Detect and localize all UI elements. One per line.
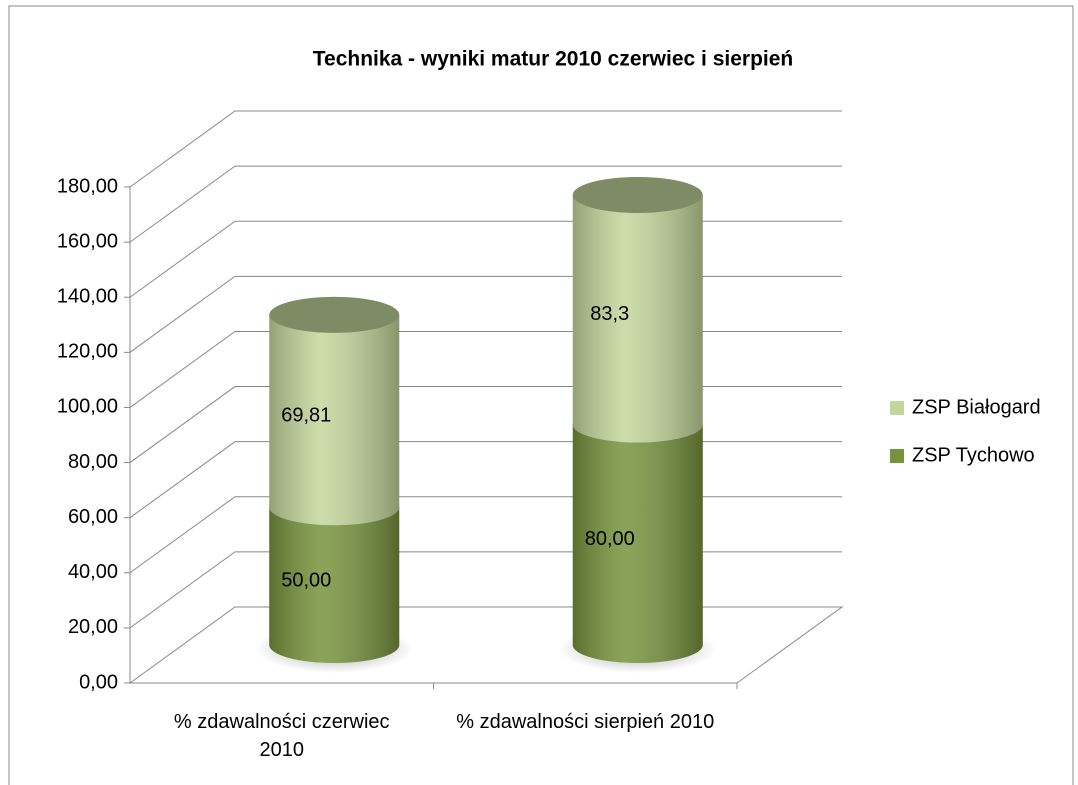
grid-line — [129, 110, 842, 188]
data-label: 83,3 — [590, 303, 629, 325]
y-tick-label: 140,00 — [57, 286, 118, 308]
y-tick-label: 40,00 — [68, 561, 118, 583]
bar-shading — [269, 296, 400, 526]
data-label: 50,00 — [281, 569, 331, 591]
bar-cap-shade — [572, 177, 703, 214]
legend-swatch — [890, 449, 904, 463]
grid-line — [129, 551, 842, 629]
y-tick-label: 0,00 — [79, 671, 118, 693]
grid-line — [129, 330, 842, 408]
y-tick-label: 120,00 — [57, 341, 118, 363]
grid-line — [129, 386, 842, 463]
bar-shading — [269, 489, 400, 663]
data-label: 80,00 — [585, 528, 635, 550]
data-label: 69,81 — [281, 404, 331, 426]
floor — [129, 606, 844, 684]
grid-line — [129, 275, 842, 353]
legend-label: ZSP Tychowo — [912, 444, 1035, 466]
grid-line — [129, 220, 842, 298]
y-tick-label: 80,00 — [68, 451, 118, 473]
x-tick-label: % zdawalności czerwiec 2010 — [173, 711, 390, 761]
y-tick-label: 20,00 — [68, 616, 118, 638]
y-tick-label: 160,00 — [57, 230, 118, 252]
grid-line — [129, 496, 842, 574]
y-tick-label: 60,00 — [68, 506, 118, 528]
chart-border — [8, 5, 1074, 785]
bar-cap-shade — [269, 296, 400, 333]
grid-line — [129, 441, 842, 519]
x-tick-label: % zdawalności sierpień 2010 — [456, 711, 715, 733]
bar-shading — [572, 177, 703, 443]
y-tick-label: 180,00 — [57, 175, 118, 197]
chart-title: Technika - wyniki matur 2010 czerwiec i … — [313, 48, 794, 71]
bar-cap — [269, 296, 400, 333]
y-tick-label: 100,00 — [57, 396, 118, 418]
legend-label: ZSP Białogard — [912, 396, 1041, 418]
legend-swatch — [890, 401, 904, 415]
bar-shading — [572, 406, 703, 663]
grid-line — [129, 165, 842, 243]
bar-cap — [572, 177, 703, 214]
